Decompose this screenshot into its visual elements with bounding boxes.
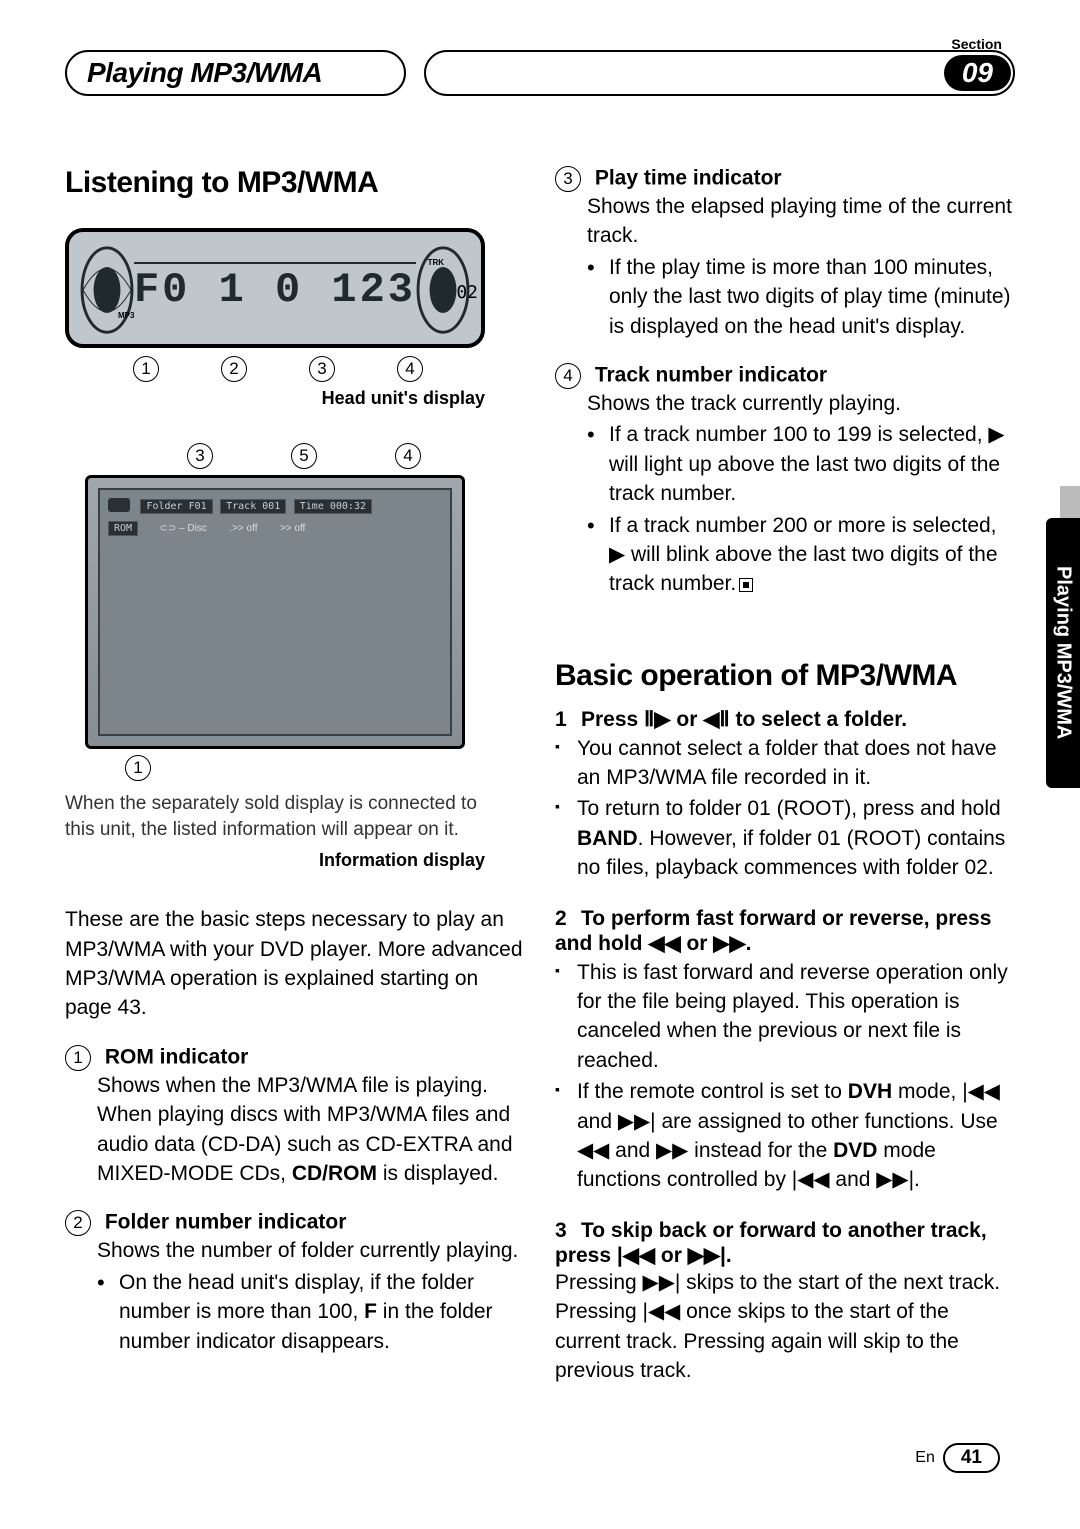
speaker-left-icon [75,242,139,338]
bullet: If a track number 200 or more is selecte… [587,511,1015,599]
bullet: If the play time is more than 100 minute… [587,253,1015,341]
tv-chip-track: Track 001 [220,499,286,514]
side-tab-lead [1060,486,1080,518]
step-note: If the remote control is set to DVH mode… [555,1077,1015,1195]
item-body: Shows the number of folder currently pla… [97,1236,525,1265]
tv-chip-rom: ROM [108,521,138,536]
intro-paragraph: These are the basic steps necessary to p… [65,905,525,1023]
item-track-number: 4 Track number indicator Shows the track… [555,363,1015,599]
callout-num: 1 [65,1045,91,1071]
footer-page-number: 41 [943,1443,1000,1473]
page-footer: En 41 [915,1443,1000,1473]
lcd-main-text: F0 1 0 123 [134,262,416,314]
item-body: Shows the elapsed playing time of the cu… [587,192,1015,251]
tv-chip-time: Time 000:32 [294,499,372,514]
step-2-head: 2To perform fast forward or reverse, pre… [555,907,1015,956]
item-title: Folder number indicator [105,1211,347,1234]
callout-1b: 1 [125,755,151,781]
bullet: On the head unit's display, if the folde… [97,1268,525,1356]
item-body: Shows the track currently playing. [587,389,1015,418]
head-unit-display-figure: TRK MP3 F0 1 0 123 02 [65,228,485,348]
head-unit-caption: Head unit's display [65,388,485,409]
callout-2: 2 [221,356,247,382]
callout-3: 3 [309,356,335,382]
stop-icon [739,578,753,592]
tv-frame: Folder F01 Track 001 Time 000:32 ROM ⊂⊃ … [85,475,465,749]
heading-basic-operation: Basic operation of MP3/WMA [555,659,1015,693]
item-rom-indicator: 1 ROM indicator Shows when the MP3/WMA f… [65,1045,525,1189]
item-folder-number: 2 Folder number indicator Shows the numb… [65,1210,525,1356]
page-header: Playing MP3/WMA 09 [65,50,1015,96]
lcd-mp3-label: MP3 [118,311,134,320]
info-display-caption: Information display [65,850,485,871]
info-display-note: When the separately sold display is conn… [65,791,505,842]
disc-icon [108,498,130,512]
tv-chip-folder: Folder F01 [140,499,212,514]
callout-5: 5 [291,443,317,469]
item-play-time: 3 Play time indicator Shows the elapsed … [555,166,1015,341]
footer-lang: En [915,1449,935,1467]
item-title: ROM indicator [105,1045,249,1068]
step-note: You cannot select a folder that does not… [555,734,1015,793]
step-1-head: 1Press Ⅱ▶ or ◀Ⅱ to select a folder. [555,707,1015,732]
information-display-figure: 3 5 4 Folder F01 Track 001 Time 000:32 R… [85,443,465,781]
right-column: 3 Play time indicator Shows the elapsed … [555,166,1015,1385]
callout-num: 3 [555,166,581,192]
step-3-head: 3To skip back or forward to another trac… [555,1219,1015,1268]
item-title: Track number indicator [595,364,827,387]
tv-off2: >> off [280,523,305,534]
heading-listening: Listening to MP3/WMA [65,166,525,200]
step-note: To return to folder 01 (ROOT), press and… [555,794,1015,882]
header-title: Playing MP3/WMA [69,57,402,89]
callout-4: 4 [397,356,423,382]
step-note: This is fast forward and reverse operati… [555,958,1015,1076]
callout-3b: 3 [187,443,213,469]
bullet: If a track number 100 to 199 is selected… [587,420,1015,508]
item-body: Shows when the MP3/WMA file is playing. … [97,1071,525,1189]
section-label: Section [951,36,1002,52]
left-column: Listening to MP3/WMA TRK MP3 F0 1 0 123 … [65,166,525,1385]
section-number-badge: 09 [944,55,1011,91]
header-section-pill: 09 [424,50,1015,96]
head-unit-callouts: 1 2 3 4 [65,356,485,382]
callout-1: 1 [133,356,159,382]
item-title: Play time indicator [595,167,782,190]
callout-num: 4 [555,363,581,389]
header-title-pill: Playing MP3/WMA [65,50,406,96]
tv-disc-label: ⊂⊃ – Disc [160,523,207,534]
callout-num: 2 [65,1210,91,1236]
callout-4b: 4 [395,443,421,469]
lcd-readout: TRK MP3 F0 1 0 123 02 [134,262,416,314]
side-tab: Playing MP3/WMA [1046,518,1080,788]
speaker-right-icon [411,242,475,338]
step-3-para: Pressing ▶▶| skips to the start of the n… [555,1268,1015,1386]
tv-off1: .>> off [229,523,257,534]
